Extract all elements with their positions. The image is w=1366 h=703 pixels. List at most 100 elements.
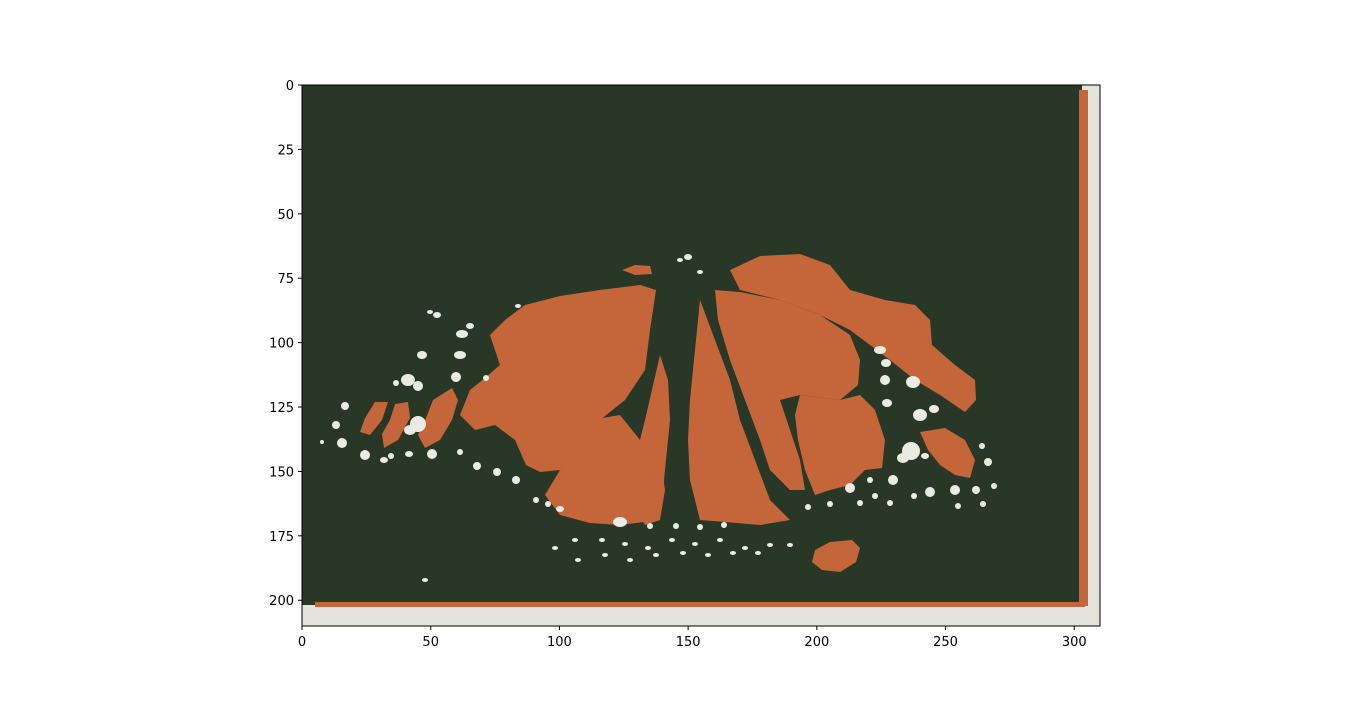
wing-spot: [341, 402, 349, 410]
wing-spot: [360, 450, 370, 460]
wing-spot: [602, 553, 608, 557]
wing-spot: [991, 483, 997, 489]
y-axis: 0 25 50 75 100 125 150 175 200: [269, 79, 302, 609]
wing-spot: [599, 538, 605, 542]
wing-spot: [380, 457, 388, 463]
image-plot-area: [302, 85, 1100, 626]
top-patch: [622, 265, 652, 275]
wing-spot: [404, 425, 416, 435]
wing-spot: [473, 462, 481, 470]
axes-frame: [301, 84, 1101, 627]
wing-spot: [697, 270, 703, 274]
x-tick-label: 300: [1062, 635, 1087, 650]
wing-spot: [913, 409, 927, 421]
wing-spot: [805, 504, 811, 510]
wing-spot: [929, 405, 939, 413]
wing-spot: [454, 351, 466, 359]
wing-spot: [413, 381, 423, 391]
wing-spot: [512, 476, 520, 484]
wing-spot: [388, 453, 394, 459]
wing-spot: [921, 453, 929, 459]
wing-spot: [647, 523, 653, 529]
y-tick-label: 75: [277, 272, 294, 287]
wing-spot: [980, 501, 986, 507]
wing-spot: [677, 258, 683, 262]
wing-spot: [332, 421, 340, 429]
wing-spot: [888, 475, 898, 485]
x-tick-label: 0: [298, 635, 306, 650]
wing-spot: [427, 310, 433, 314]
x-tick-label: 250: [933, 635, 958, 650]
wing-spot: [417, 351, 427, 359]
wing-spot: [456, 330, 468, 338]
wing-spot: [874, 346, 886, 354]
image-background-region: [302, 85, 1082, 605]
x-tick-label: 150: [676, 635, 701, 650]
wing-spot: [857, 500, 863, 506]
y-tick-label: 50: [277, 208, 294, 223]
wing-spot: [787, 543, 793, 547]
left-central-lobe: [630, 355, 670, 525]
right-upper-lobe: [730, 254, 976, 412]
bottom-edge-strip: [315, 602, 1085, 607]
wing-spot: [320, 440, 324, 444]
wing-spot: [742, 546, 748, 550]
right-wing-tip: [920, 428, 975, 478]
y-tick-label: 0: [286, 79, 294, 94]
wing-spot: [545, 501, 551, 507]
wing-spot: [882, 399, 892, 407]
wing-spot: [979, 443, 985, 449]
wing-spot: [767, 543, 773, 547]
wing-spot: [466, 323, 474, 329]
wing-spot: [401, 374, 415, 386]
wing-spot: [887, 500, 893, 506]
left-outer-fragment-2: [382, 402, 410, 448]
wing-spot: [483, 375, 489, 381]
y-tick-label: 25: [277, 143, 294, 158]
wing-spot: [422, 578, 428, 582]
wing-spot: [705, 553, 711, 557]
y-tick-label: 125: [269, 401, 294, 416]
wing-spot: [533, 497, 539, 503]
wing-spot: [880, 375, 890, 385]
wing-spot: [717, 538, 723, 542]
wing-spot: [950, 485, 960, 495]
wing-spot: [911, 493, 917, 499]
x-tick-label: 100: [547, 635, 572, 650]
wing-spot: [457, 449, 463, 455]
wing-spot: [572, 538, 578, 542]
wing-spot: [493, 468, 501, 476]
wing-spot: [881, 359, 891, 367]
right-central-lobe: [688, 300, 790, 525]
lower-patch: [812, 540, 860, 572]
butterfly-wings: [360, 254, 976, 572]
wing-spot: [955, 503, 961, 509]
butterfly-spots: [320, 254, 997, 582]
x-tick-label: 50: [422, 635, 439, 650]
wing-spot: [433, 312, 441, 318]
wing-spot: [552, 546, 558, 550]
wing-spot: [845, 483, 855, 493]
y-tick-label: 200: [269, 594, 294, 609]
wing-spot: [972, 486, 980, 494]
right-forewing: [715, 290, 860, 490]
wing-spot: [692, 542, 698, 546]
wing-spot: [427, 449, 437, 459]
wing-spot: [405, 451, 413, 457]
left-outer-fragment-3: [418, 388, 458, 448]
wing-spot: [515, 304, 521, 308]
wing-spot: [697, 524, 703, 530]
wing-spot: [872, 493, 878, 499]
wing-spot: [680, 551, 686, 555]
wing-spot: [755, 551, 761, 555]
wing-spot: [984, 458, 992, 466]
wing-spot: [653, 553, 659, 557]
wing-spot: [627, 558, 633, 562]
left-outer-fragment-1: [360, 402, 388, 435]
wing-spot: [622, 542, 628, 546]
y-tick-label: 150: [269, 465, 294, 480]
wing-spot: [451, 372, 461, 382]
y-tick-label: 100: [269, 337, 294, 352]
wing-spot: [673, 523, 679, 529]
